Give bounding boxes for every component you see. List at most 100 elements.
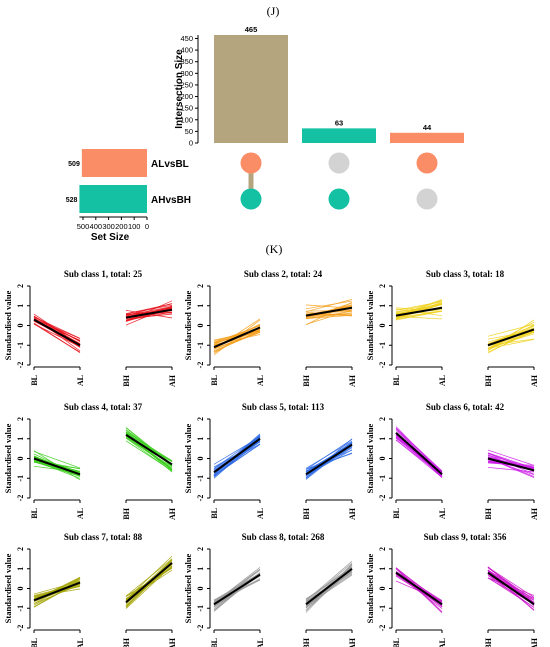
subclass-y-tick-label-6-2: 2 [378,417,387,421]
subclass-x-tick-label-9-AH: AH [530,637,539,647]
subclass-y-label-9: Standardised value [365,553,375,623]
subclass-x-tick-label-1-AH: AH [168,374,177,387]
subclass-x-tick-label-5-AH: AH [348,507,357,520]
subclass-y-label-7: Standardised value [3,553,13,623]
set-name-1: AHvsBH [151,195,191,206]
subclass-title-2: Sub class 2, total: 24 [244,269,323,279]
mean-line-3-a [395,306,443,317]
profile-line-2-15-a [213,329,261,353]
set-size-tick-label-200: 200 [115,222,128,231]
subclass-x-tick-label-1-AL: AL [76,375,85,386]
subclass-y-tick-label-9--1: -1 [378,605,387,612]
profile-line-1-13-a [33,323,81,353]
profile-line-1-18-b [125,303,173,315]
subclass-x-tick-label-2-BH: BH [302,374,311,386]
mean-line-9-b [487,571,535,606]
subclass-y-label-3: Standardised value [365,290,375,360]
mean-line-4-b [125,433,173,466]
set-size-tick-label-500: 500 [77,222,90,231]
set-size-tick-label-300: 300 [102,222,115,231]
subclass-x-tick-label-6-BH: BH [484,507,493,519]
profile-line-5-18-a [213,441,261,477]
y-tick-label-100: 100 [180,115,193,124]
profile-line-2-18-b [305,312,353,320]
subclass-x-tick-label-7-BH: BH [122,637,131,647]
intersection-bar-value-3: 44 [423,123,432,132]
subclass-y-tick-label-6--2: -2 [378,495,387,502]
subclass-x-tick-label-7-AL: AL [76,638,85,647]
intersection-bar-3 [390,132,464,143]
subclass-y-label-5: Standardised value [183,423,193,493]
subclass-y-label-2: Standardised value [183,290,193,360]
subclass-x-tick-label-4-BH: BH [122,507,131,519]
profile-line-5-18-b [305,447,353,476]
mean-line-6-a [395,432,443,476]
subclass-grid: Sub class 1, total: 25-2-1012Standardise… [3,269,539,647]
subclass-y-tick-label-6-0: 0 [378,457,387,461]
profile-line-7-15-b [125,565,173,609]
subclass-x-tick-label-5-AL: AL [256,508,265,519]
mean-line-8-b [305,567,353,606]
mean-line-2-b [305,306,353,317]
subclass-y-tick-label-2-0: 0 [196,324,205,328]
mean-line-4-a [33,457,81,476]
subclass-y-tick-label-7-0: 0 [16,587,25,591]
set-size-tick-label-100: 100 [128,222,141,231]
mean-line-1-a [33,318,81,347]
subclass-y-tick-label-8-1: 1 [196,567,205,571]
subclass-x-tick-label-1-BL: BL [30,375,39,386]
subclass-y-label-4: Standardised value [3,423,13,493]
mean-line-2-a [213,326,261,349]
profile-line-9-19-b [487,569,535,611]
subclass-y-tick-label-3-0: 0 [378,324,387,328]
subclass-x-tick-label-3-BH: BH [484,374,493,386]
y-tick-label-450: 450 [180,34,193,43]
subclass-x-tick-label-9-BH: BH [484,637,493,647]
subclass-y-tick-label-7--1: -1 [16,605,25,612]
subclass-y-label-8: Standardised value [183,553,193,623]
subclass-x-tick-label-7-AH: AH [168,637,177,647]
subclass-panel-4: Sub class 4, total: 37 -2 -1 0 1 2Standardise… [3,402,177,520]
subclass-title-4: Sub class 4, total: 37 [64,402,143,412]
profile-line-5-21-a [213,436,261,465]
subclass-panel-2: Sub class 2, total: 24 -2 -1 0 1 2Standardise… [183,269,357,387]
subclass-y-tick-label-1--2: -2 [16,362,25,369]
subclass-y-tick-label-4-1: 1 [16,437,25,441]
profile-line-7-16-b [125,563,173,608]
subclass-y-tick-label-2--2: -2 [196,362,205,369]
profile-line-2-6-b [305,299,353,313]
subclass-panel-9: Sub class 9, total: 356 -2 -1 0 1 2Standardis… [365,532,539,647]
subclass-panel-7: Sub class 7, total: 88 -2 -1 0 1 2Standardise… [3,532,177,647]
subclass-x-tick-label-9-AL: AL [438,638,447,647]
subclass-y-tick-label-9-1: 1 [378,567,387,571]
subclass-x-tick-label-8-BH: BH [302,637,311,647]
profile-line-5-5-b [305,440,353,469]
membership-dot-1-alvsbl [240,152,262,174]
profile-line-3-17-b [487,330,535,353]
profile-line-3-20-b [487,339,535,349]
subclass-y-tick-label-3-2: 2 [378,284,387,288]
subclass-x-tick-label-5-BL: BL [210,508,219,519]
subclass-panel-8: Sub class 8, total: 268 -2 -1 0 1 2Standardis… [183,532,357,647]
y-tick-label-0: 0 [189,139,193,148]
set-name-0: ALvsBL [151,159,189,170]
mean-line-9-a [395,571,443,606]
subclass-x-tick-label-2-AH: AH [348,374,357,387]
profile-line-1-20-b [125,305,173,326]
subclass-panel-1: Sub class 1, total: 25 -2 -1 0 1 2Standardise… [3,269,177,387]
intersection-bar-2 [302,128,376,143]
mean-line-1-b [125,308,173,319]
subclass-y-label-6: Standardised value [365,423,375,493]
set-size-value-1: 528 [66,197,78,204]
membership-dot-3-ahvsbh [416,188,438,210]
intersection-bar-1 [214,35,288,143]
subclass-x-tick-label-2-AL: AL [256,375,265,386]
subclass-y-tick-label-3-1: 1 [378,304,387,308]
profile-line-6-6-b [487,452,535,469]
membership-dot-1-ahvsbh [240,188,262,210]
set-size-bar-0 [81,149,147,177]
subclass-y-tick-label-9-0: 0 [378,587,387,591]
subclass-y-tick-label-9-2: 2 [378,547,387,551]
membership-dot-3-alvsbl [416,152,438,174]
